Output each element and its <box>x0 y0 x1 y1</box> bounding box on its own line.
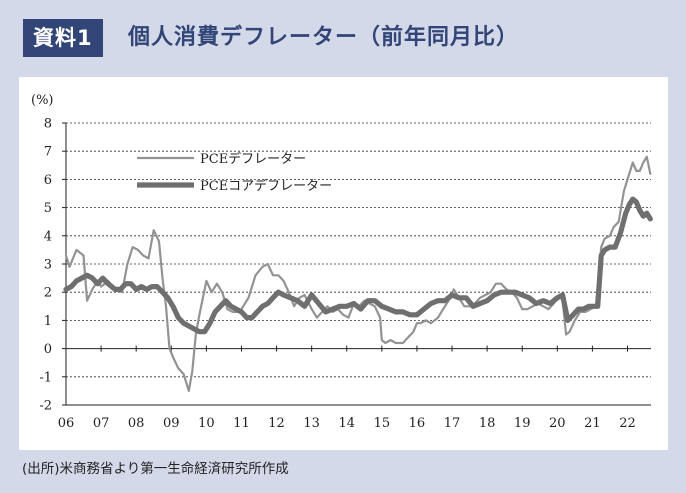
source-note: (出所)米商務省より第一生命経済研究所作成 <box>22 461 289 477</box>
chart-title: 個人消費デフレーター（前年同月比） <box>128 25 520 50</box>
x-tick-label: 21 <box>584 416 601 431</box>
y-tick-label: -2 <box>39 399 52 414</box>
x-tick-label: 12 <box>268 416 285 431</box>
x-tick-label: 08 <box>128 416 145 431</box>
series-lines <box>63 155 653 392</box>
x-tick-label: 20 <box>549 416 566 431</box>
figure-number-badge: 資料1 <box>23 19 103 57</box>
x-tick-label: 16 <box>409 416 426 431</box>
x-tick-label: 06 <box>58 416 75 431</box>
y-axis-unit-label: (%) <box>31 93 54 108</box>
x-tick-label: 19 <box>514 416 531 431</box>
y-tick-label: 3 <box>44 258 52 273</box>
legend-label: PCEデフレーター <box>200 151 306 167</box>
x-tick-label: 09 <box>163 416 180 431</box>
y-axis-ticks: 8 7 6 5 4 3 2 1 0 -1 -2 <box>39 117 52 414</box>
chart-panel: 8 7 6 5 4 3 2 1 0 -1 -2 06 07 08 09 10 11 12 13 14 15 16 17 18… <box>19 77 668 450</box>
x-tick-label: 10 <box>198 416 215 431</box>
x-tick-label: 22 <box>619 416 636 431</box>
pce-deflator-line <box>64 155 652 392</box>
x-tick-label: 15 <box>374 416 391 431</box>
y-tick-label: 1 <box>44 314 52 329</box>
x-axis-ticks: 06 07 08 09 10 11 12 13 14 15 16 17 18 19 20 21 22 <box>58 416 636 431</box>
legend-label: PCEコアデフレーター <box>200 178 332 194</box>
x-tick-label: 17 <box>444 416 461 431</box>
y-tick-label: 4 <box>44 229 52 244</box>
pce-core-deflator-line <box>63 196 653 335</box>
y-tick-label: 6 <box>44 173 52 188</box>
legend: PCEデフレーター PCEコアデフレーター <box>137 151 332 194</box>
y-tick-label: 0 <box>44 342 52 357</box>
grid-lines <box>62 122 651 406</box>
y-tick-label: 7 <box>44 145 52 160</box>
x-tick-label: 11 <box>233 416 250 431</box>
x-tick-label: 18 <box>479 416 496 431</box>
y-tick-label: -1 <box>39 370 52 385</box>
x-tick-label: 14 <box>338 416 355 431</box>
y-tick-label: 8 <box>44 117 52 132</box>
y-tick-label: 2 <box>44 286 52 301</box>
figure-header: 資料1 個人消費デフレーター（前年同月比） <box>10 10 676 64</box>
x-tick-label: 13 <box>303 416 320 431</box>
y-tick-label: 5 <box>44 201 52 216</box>
x-tick-label: 07 <box>93 416 110 431</box>
